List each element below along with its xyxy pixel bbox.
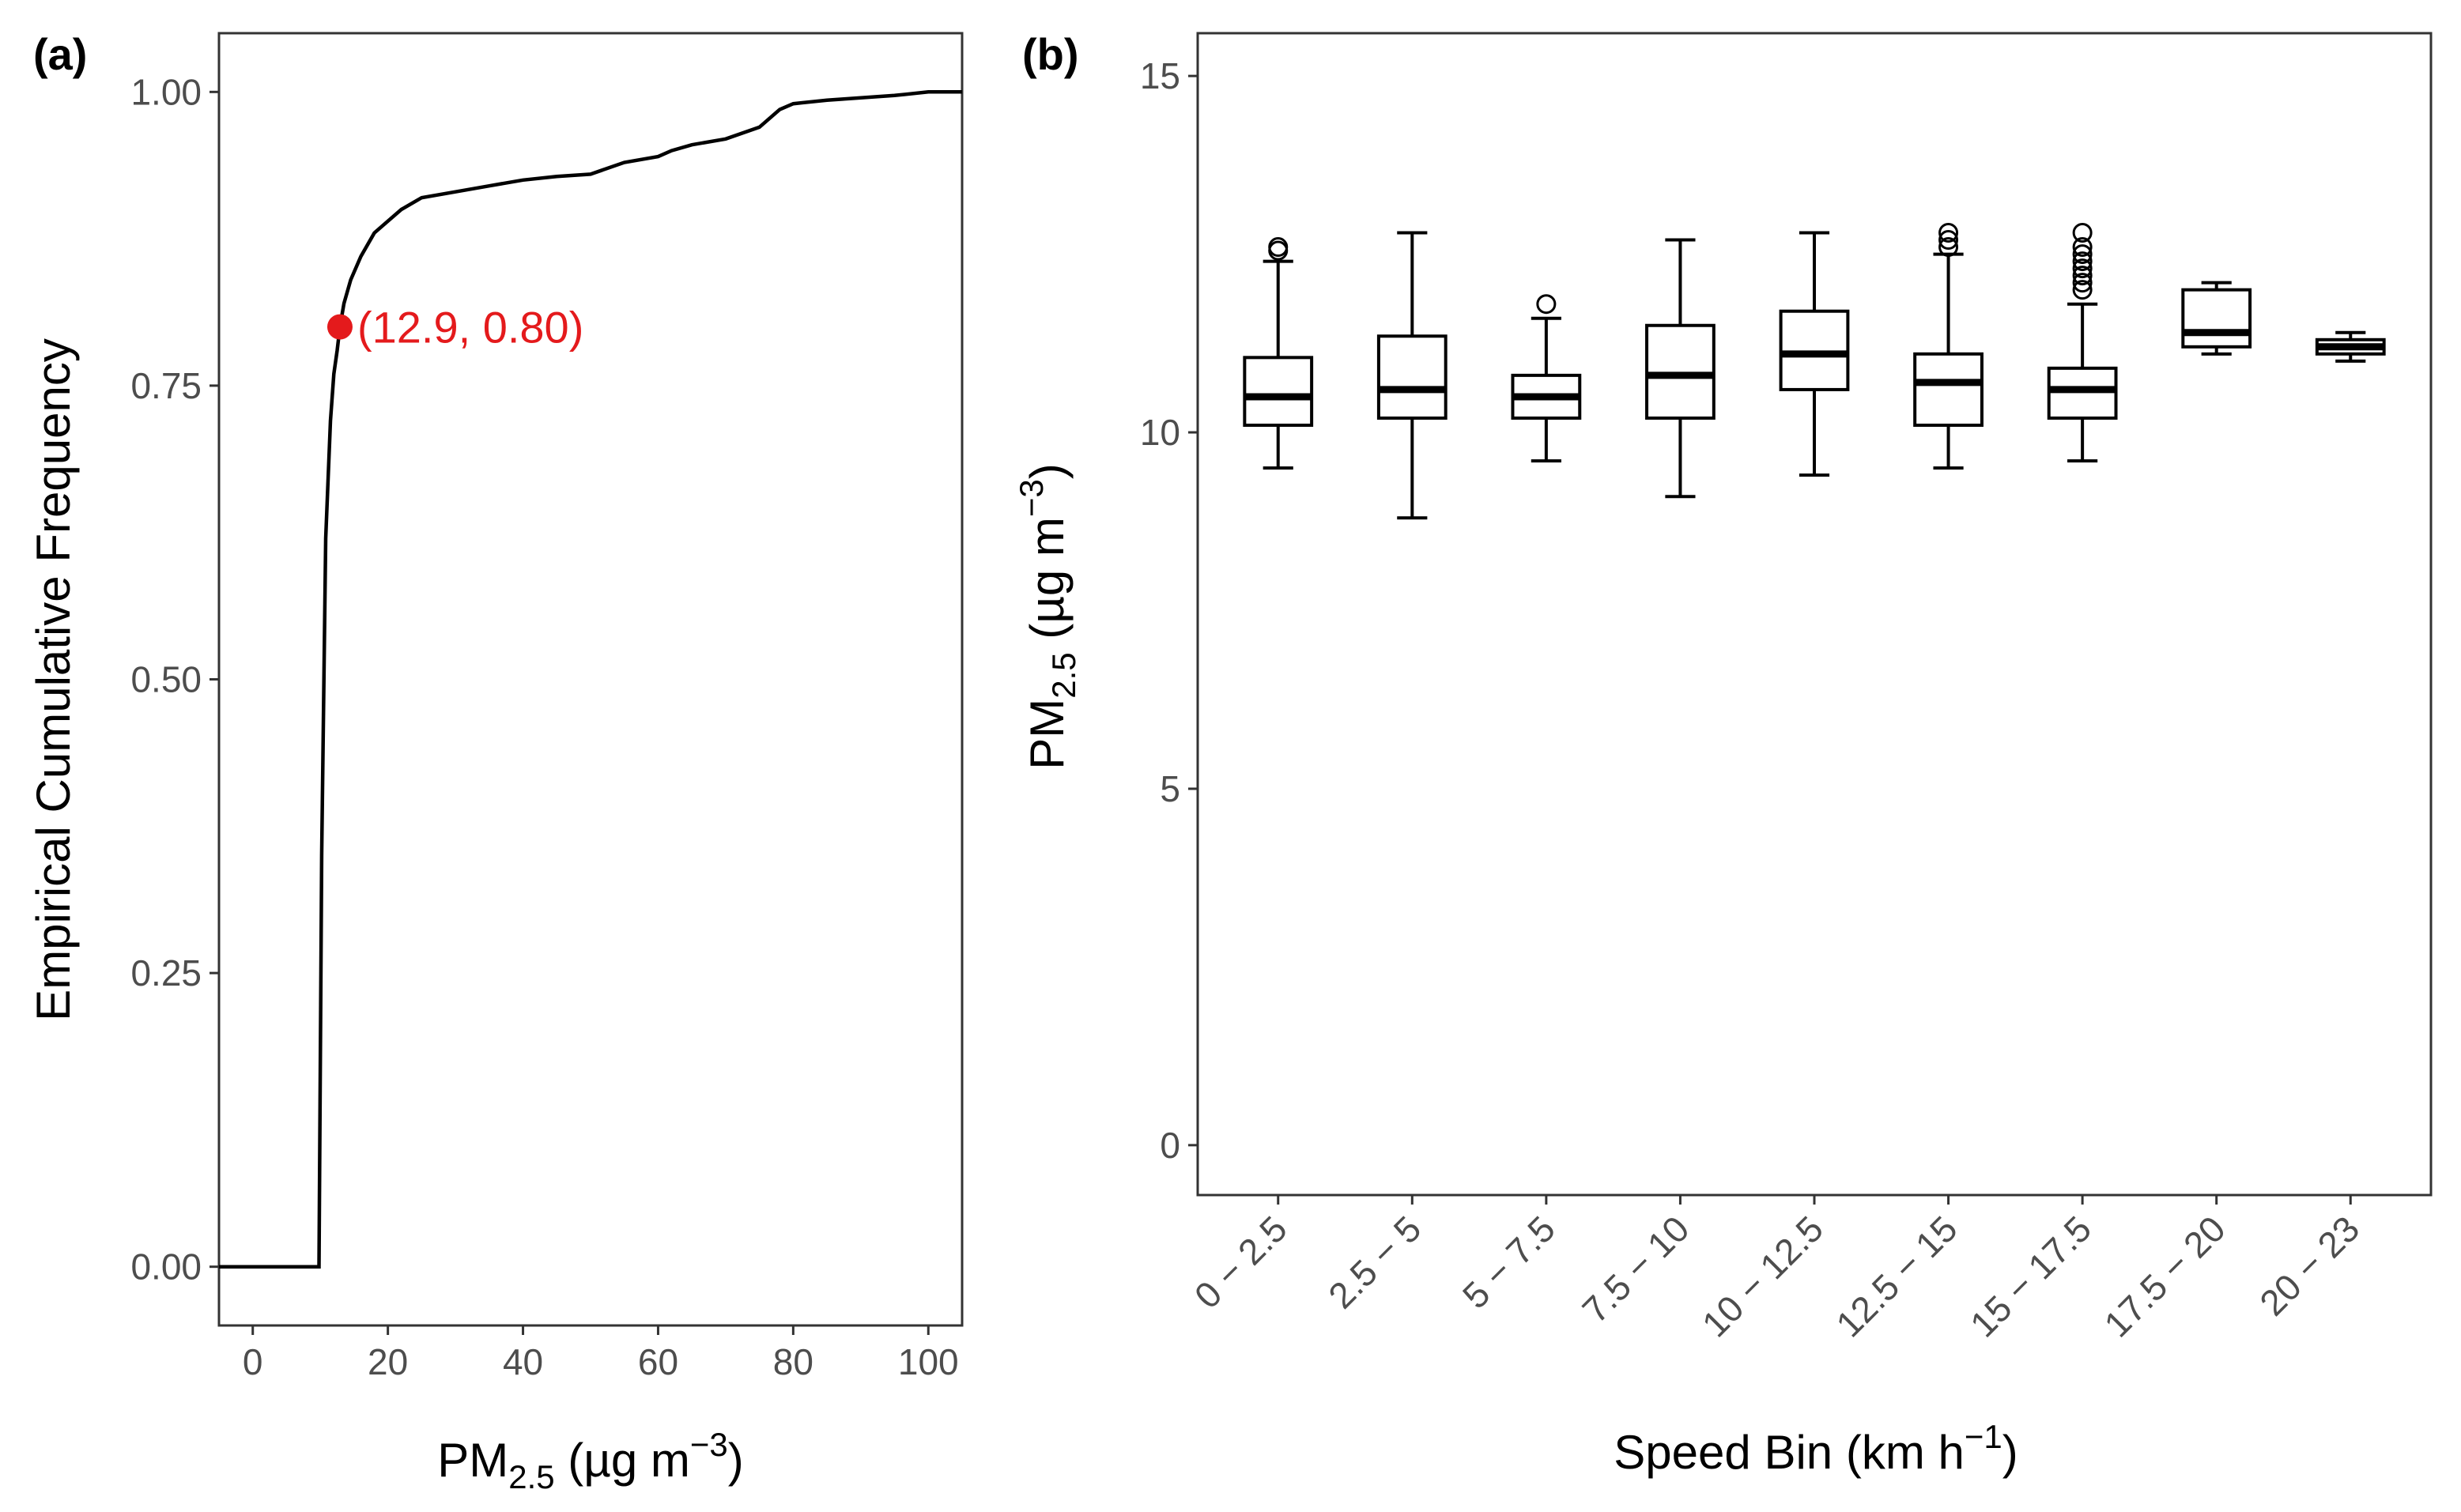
boxplot-x-tick-label: 20 − 23 [2252,1208,2367,1323]
ecdf-x-axis-title: PM2.5 (µg m−3) [437,1426,744,1495]
boxplot-outlier-point [1938,230,1959,251]
boxplot-outlier-point [2072,244,2093,265]
boxplot-y-title-unit: (µg m [1021,517,1074,652]
ecdf-y-tick-label: 0.50 [130,659,202,700]
ecdf-x-ticks: 0 20 40 60 80 100 [243,1325,959,1382]
boxplot-outlier-point [2072,273,2093,293]
boxplot-y-tick-label: 10 [1140,412,1180,453]
ecdf-x-title-subscript: 2.5 [508,1458,554,1495]
boxplot-box-group [1645,238,1716,499]
ecdf-panel: (a) 0 20 40 60 80 100 0.00 0.25 0.50 0.75 1.00 (1… [27,29,964,1495]
boxplot-outlier-point [1268,237,1289,258]
ecdf-y-tick-label: 0.00 [130,1246,202,1288]
boxplot-outlier-point [2072,280,2093,300]
boxplot-box-group [1243,237,1314,470]
boxplot-box-group [2315,330,2386,363]
boxplot-x-title-main: Speed Bin (km h [1614,1426,1965,1479]
boxplot-box-group [1779,231,1850,477]
ecdf-x-tick-label: 20 [368,1341,408,1382]
boxplot-outlier-point [1938,223,1959,243]
ecdf-highlight-point [326,314,353,340]
boxplot-outlier-point [2072,251,2093,272]
boxplot-box-group [2047,223,2118,463]
boxplot-y-axis-title: PM2.5 (µg m−3) [1013,463,1082,770]
boxplot-iqr-box [2181,288,2252,349]
boxplot-box-group [1913,223,1984,470]
boxplot-boxes [1243,223,2386,520]
boxplot-outlier-point [1938,237,1959,258]
boxplot-box-group [1511,294,1582,463]
boxplot-box-group [2181,281,2252,356]
boxplot-y-ticks: 0 5 10 15 [1140,55,1198,1166]
ecdf-x-tick-label: 80 [773,1341,813,1382]
boxplot-y-title-subscript: 2.5 [1045,652,1082,698]
boxplot-x-tick-label: 12.5 − 15 [1828,1208,1965,1344]
boxplot-y-title-main: PM [1021,699,1074,770]
boxplot-x-tick-label: 2.5 − 5 [1320,1208,1429,1316]
boxplot-x-tick-label: 5 − 7.5 [1455,1208,1563,1316]
ecdf-series-line [219,90,962,1269]
boxplot-x-tick-label: 17.5 − 20 [2096,1208,2233,1344]
boxplot-y-title-close: ) [1021,463,1074,479]
boxplot-outlier-point [2072,237,2093,258]
panel-b-tag: (b) [1022,29,1079,79]
ecdf-y-tick-label: 1.00 [130,71,202,112]
ecdf-x-tick-label: 60 [638,1341,678,1382]
boxplot-y-tick-label: 5 [1160,768,1180,809]
boxplot-x-tick-label: 10 − 12.5 [1694,1208,1831,1344]
boxplot-plot-frame [1196,32,2433,1197]
ecdf-y-ticks: 0.00 0.25 0.50 0.75 1.00 [130,71,219,1288]
boxplot-x-tick-label: 0 − 2.5 [1187,1208,1295,1316]
ecdf-x-title-close: ) [728,1434,744,1487]
boxplot-iqr-box [1779,309,1850,391]
boxplot-x-tick-label: 15 − 17.5 [1962,1208,2099,1344]
ecdf-x-tick-label: 100 [898,1341,959,1382]
ecdf-x-tick-label: 0 [243,1341,263,1382]
boxplot-x-title-close: ) [2002,1426,2018,1479]
ecdf-x-tick-label: 40 [503,1341,543,1382]
boxplot-iqr-box [1913,352,1984,428]
boxplot-outlier-point [1536,294,1557,315]
boxplot-y-tick-label: 0 [1160,1125,1180,1166]
boxplot-box-group [1376,231,1448,520]
boxplot-iqr-box [1243,356,1314,428]
boxplot-y-tick-label: 15 [1140,55,1180,96]
boxplot-y-title-superscript: −3 [1013,479,1050,517]
ecdf-y-axis-title: Empirical Cumulative Frequency [27,338,80,1021]
panel-a-tag: (a) [33,29,87,79]
ecdf-highlight-label: (12.9, 0.80) [357,303,583,353]
boxplot-x-axis-title: Speed Bin (km h−1) [1614,1418,2017,1479]
boxplot-iqr-box [1376,334,1448,420]
ecdf-x-title-main: PM [437,1434,508,1487]
boxplot-outlier-point [2072,223,2093,243]
ecdf-x-title-unit: (µg m [555,1434,690,1487]
ecdf-y-tick-label: 0.25 [130,952,202,994]
boxplot-iqr-box [1645,323,1716,420]
boxplot-outlier-point [2072,266,2093,286]
boxplot-x-title-superscript: −1 [1965,1418,2002,1455]
ecdf-x-title-superscript: −3 [690,1426,728,1463]
boxplot-iqr-box [2047,366,2118,420]
ecdf-plot-frame [217,32,964,1327]
ecdf-y-tick-label: 0.75 [130,365,202,406]
boxplot-outlier-point [2072,258,2093,279]
boxplot-x-tick-label: 7.5 − 10 [1574,1208,1697,1330]
